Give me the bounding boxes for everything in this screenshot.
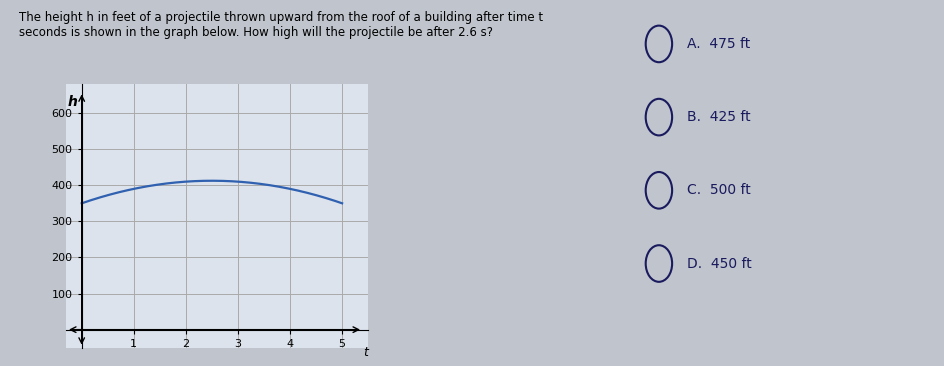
Text: C.  500 ft: C. 500 ft (687, 183, 751, 197)
Text: A.  475 ft: A. 475 ft (687, 37, 750, 51)
Text: The height h in feet of a projectile thrown upward from the roof of a building a: The height h in feet of a projectile thr… (19, 11, 543, 39)
Text: h: h (68, 95, 77, 109)
Text: B.  425 ft: B. 425 ft (687, 110, 750, 124)
Text: t: t (363, 346, 368, 359)
Text: D.  450 ft: D. 450 ft (687, 257, 752, 270)
